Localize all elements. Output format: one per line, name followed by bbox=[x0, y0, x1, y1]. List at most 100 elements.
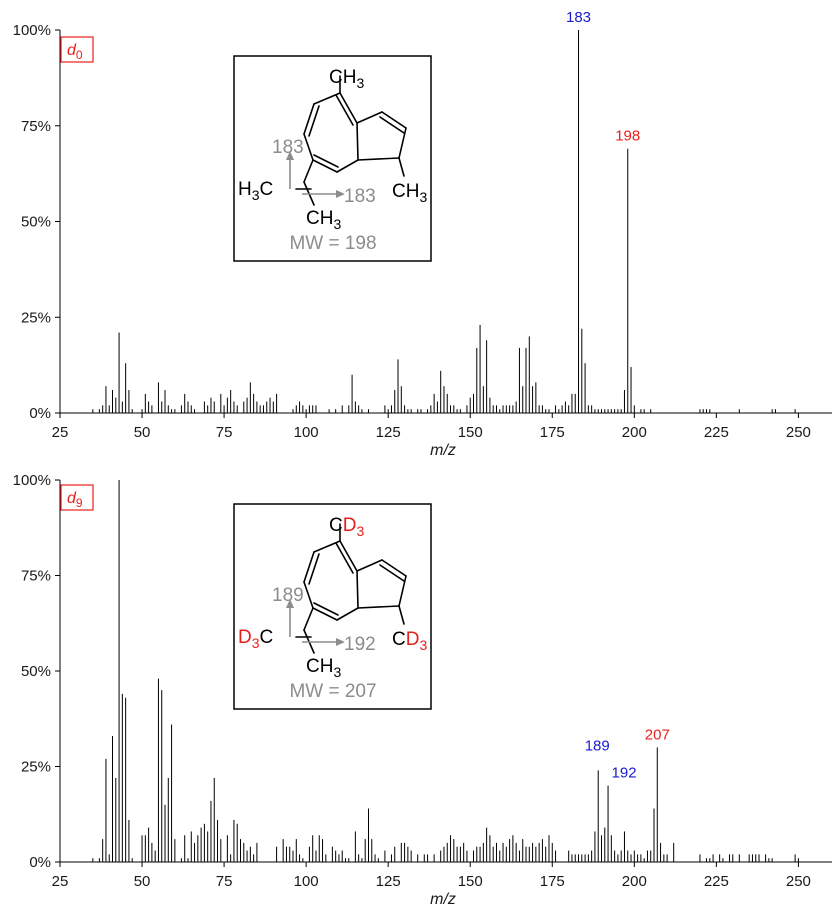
y-tick-label: 100% bbox=[13, 472, 51, 489]
x-tick-label: 50 bbox=[134, 873, 151, 890]
fragment-arrow-up-head bbox=[286, 599, 294, 608]
bottom-methyl-sub: 3 bbox=[333, 216, 341, 232]
panel-tag-subscript: 0 bbox=[76, 48, 83, 62]
panel-tag-text: d0 bbox=[67, 42, 83, 62]
left-group-atom: H bbox=[238, 179, 252, 200]
y-tick-label: 25% bbox=[21, 309, 51, 326]
double-bond bbox=[379, 116, 405, 134]
double-bond bbox=[335, 94, 354, 126]
double-bond bbox=[313, 154, 339, 168]
bond bbox=[398, 575, 407, 607]
molecular-weight-label: MW = 207 bbox=[289, 681, 376, 702]
panel-tag-letter: d bbox=[67, 490, 77, 507]
peak-label-207: 207 bbox=[645, 726, 670, 743]
fragment-up-label: 183 bbox=[272, 137, 304, 158]
bond bbox=[398, 127, 407, 159]
x-tick-label: 225 bbox=[704, 873, 729, 890]
x-tick-label: 175 bbox=[540, 424, 565, 441]
panel-tag: d0 bbox=[60, 36, 94, 63]
x-tick-label: 250 bbox=[786, 873, 811, 890]
x-tick-label: 25 bbox=[52, 424, 69, 441]
double-bond bbox=[335, 542, 354, 574]
x-tick-label: 50 bbox=[134, 424, 151, 441]
peak-label-183: 183 bbox=[566, 9, 591, 26]
right-methyl-label: CD3 bbox=[392, 629, 427, 653]
top-methyl-d: D bbox=[343, 515, 357, 536]
right-methyl-sub: 3 bbox=[419, 637, 427, 653]
top-methyl-c: CH bbox=[329, 67, 356, 88]
peak-label-189: 189 bbox=[585, 737, 610, 754]
bond bbox=[303, 551, 315, 583]
bond bbox=[336, 159, 359, 173]
spectrum-panel-1: 0% 25% 50% 75% 100% 25 50 75 100 125 150 175 200 225 2… bbox=[13, 472, 832, 908]
bottom-methyl-c: CH bbox=[306, 656, 333, 677]
x-tick-label: 100 bbox=[294, 873, 319, 890]
bottom-methyl-c: CH bbox=[306, 208, 333, 229]
top-methyl-sub: 3 bbox=[356, 523, 364, 539]
x-tick-label: 225 bbox=[704, 424, 729, 441]
bond bbox=[357, 605, 400, 609]
spectrum-panel-0: 0% 25% 50% 75% 100% 25 50 75 100 125 150 175 200 225 2… bbox=[13, 9, 832, 459]
spectrum-bars bbox=[92, 480, 799, 862]
peak-label-198: 198 bbox=[615, 128, 640, 145]
bond bbox=[336, 607, 359, 621]
x-tick-label: 200 bbox=[622, 424, 647, 441]
y-tick-label: 75% bbox=[21, 118, 51, 135]
bond bbox=[381, 111, 407, 129]
bond bbox=[303, 133, 314, 161]
bond bbox=[356, 122, 359, 161]
left-group-label: D3C bbox=[238, 627, 273, 651]
bond bbox=[356, 570, 359, 609]
left-group-sub: 3 bbox=[252, 187, 260, 203]
left-group-c: C bbox=[260, 627, 274, 648]
left-group-sub: 3 bbox=[252, 635, 260, 651]
right-methyl-label: CH3 bbox=[392, 181, 427, 205]
methyl-bond-right bbox=[398, 605, 405, 625]
x-axis-title: m/z bbox=[430, 891, 456, 908]
x-tick-label: 150 bbox=[458, 424, 483, 441]
fragment-right-label: 183 bbox=[344, 186, 376, 207]
x-tick-label: 150 bbox=[458, 873, 483, 890]
bond bbox=[339, 540, 358, 572]
top-methyl-c: C bbox=[329, 515, 343, 536]
bottom-methyl-sub: 3 bbox=[333, 664, 341, 680]
left-group-label: H3C bbox=[238, 179, 273, 203]
double-bond bbox=[379, 564, 405, 582]
methyl-bond-right bbox=[398, 157, 405, 177]
double-bond bbox=[308, 553, 320, 585]
right-methyl-sub: 3 bbox=[419, 189, 427, 205]
panel-tag-subscript: 9 bbox=[76, 496, 83, 510]
y-tick-label: 50% bbox=[21, 663, 51, 680]
right-methyl-c: CH bbox=[392, 181, 419, 202]
x-tick-label: 250 bbox=[786, 424, 811, 441]
bond bbox=[356, 559, 383, 572]
fragment-arrow-right-head bbox=[336, 190, 345, 198]
top-methyl-sub: 3 bbox=[356, 75, 364, 91]
fragment-up-label: 189 bbox=[272, 585, 304, 606]
y-tick-label: 50% bbox=[21, 214, 51, 231]
y-tick-label: 0% bbox=[29, 854, 51, 871]
x-tick-label: 125 bbox=[376, 424, 401, 441]
left-group-atom: D bbox=[238, 627, 252, 648]
y-tick-label: 25% bbox=[21, 759, 51, 776]
right-methyl-c: C bbox=[392, 629, 406, 650]
bond bbox=[356, 111, 383, 124]
bond bbox=[303, 103, 315, 135]
bond bbox=[312, 159, 338, 173]
molecular-weight-label: MW = 198 bbox=[289, 233, 376, 254]
double-bond bbox=[313, 602, 339, 616]
y-tick-label: 0% bbox=[29, 405, 51, 422]
x-tick-label: 200 bbox=[622, 873, 647, 890]
fragment-right-label: 192 bbox=[344, 634, 376, 655]
peak-label-192: 192 bbox=[612, 765, 637, 782]
x-tick-label: 75 bbox=[216, 873, 233, 890]
panel-tag-letter: d bbox=[67, 42, 77, 59]
x-axis-title: m/z bbox=[430, 442, 456, 459]
isopropyl-bond bbox=[303, 159, 314, 183]
bottom-methyl-label: CH3 bbox=[306, 656, 341, 680]
bond bbox=[357, 157, 400, 161]
panel-tag-text: d9 bbox=[67, 490, 83, 510]
